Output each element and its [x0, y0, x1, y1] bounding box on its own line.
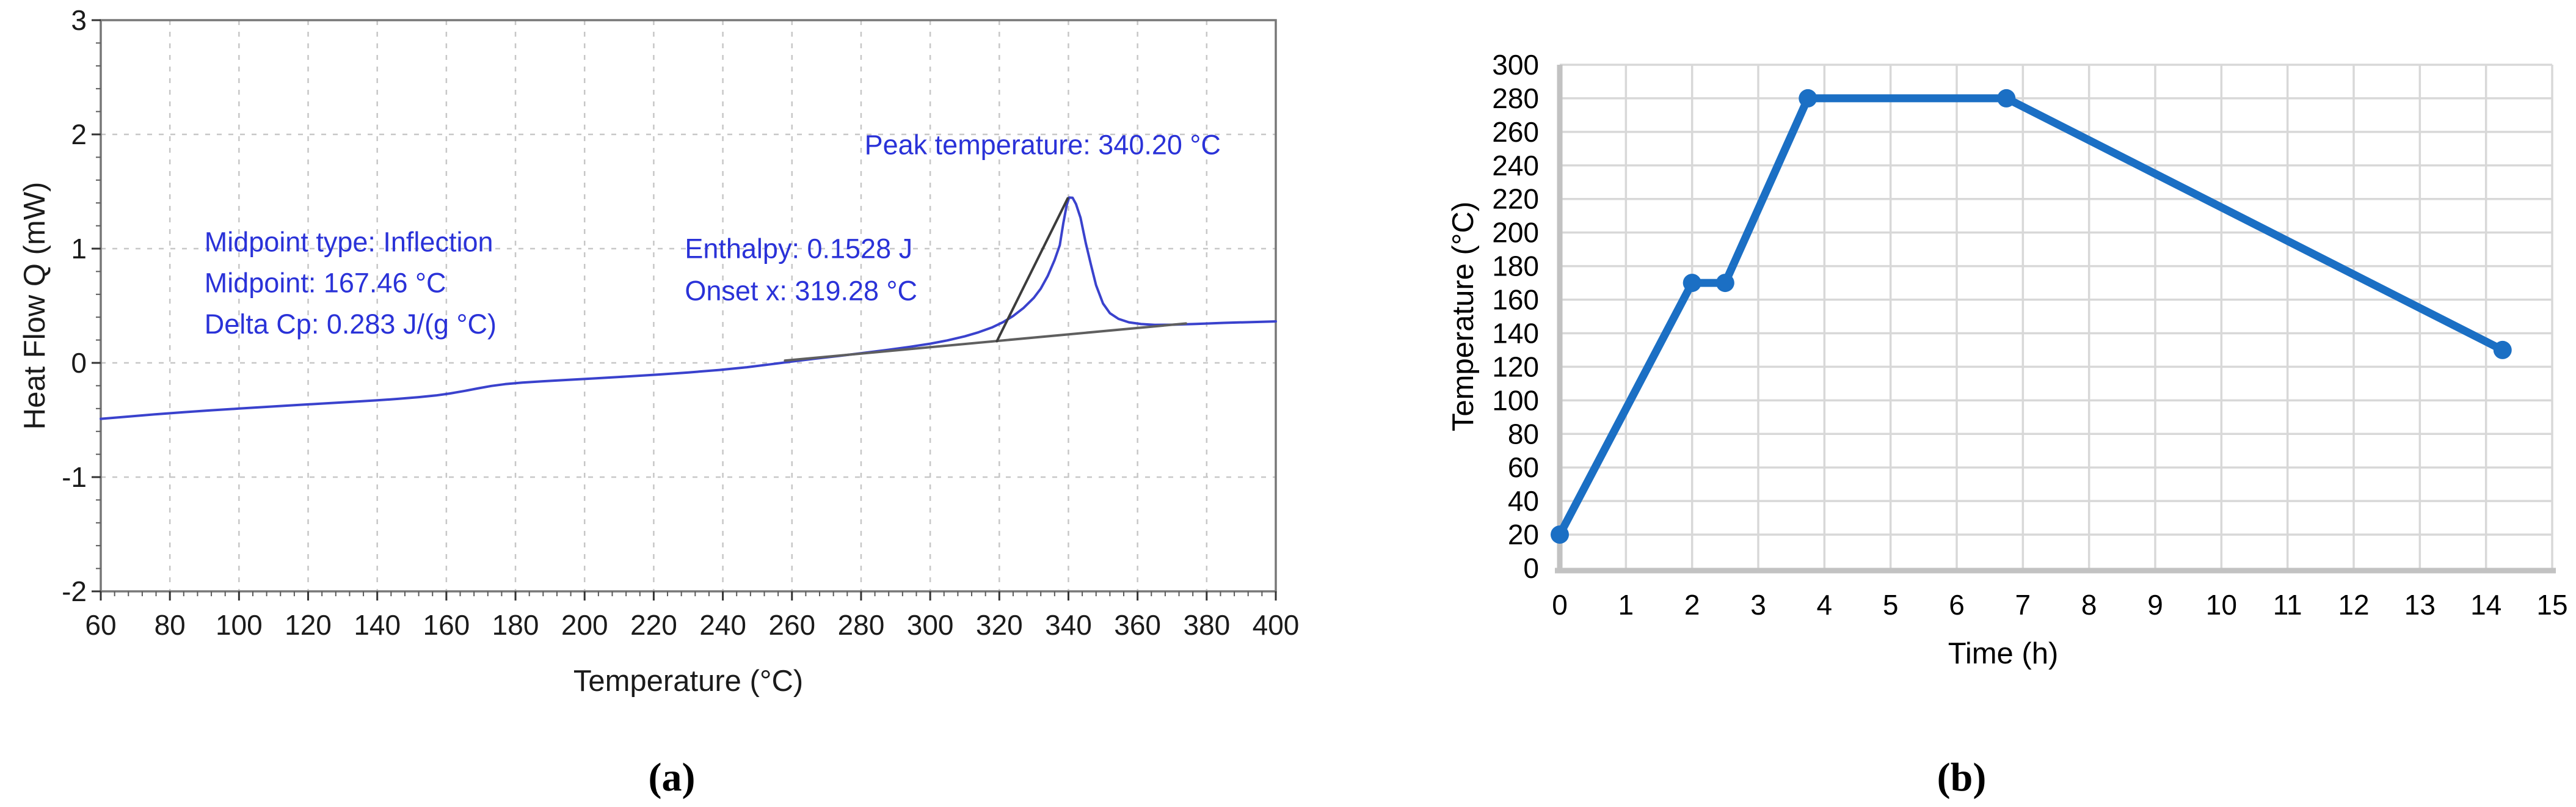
svg-text:3: 3 [1750, 589, 1766, 621]
annotation-midpoint: Midpoint: 167.46 °C [205, 268, 446, 299]
svg-text:240: 240 [699, 609, 746, 641]
annotation-onset: Onset x: 319.28 °C [685, 276, 917, 307]
x-axis-title-b: Time (h) [1948, 637, 2059, 670]
gridlines-a [101, 20, 1276, 591]
svg-text:400: 400 [1253, 609, 1300, 641]
svg-text:6: 6 [1949, 589, 1965, 621]
data-point-marker [2493, 340, 2512, 359]
svg-text:11: 11 [2273, 589, 2302, 621]
svg-text:320: 320 [976, 609, 1023, 641]
svg-text:140: 140 [1492, 317, 1539, 349]
svg-text:0: 0 [1552, 589, 1568, 621]
svg-text:8: 8 [2081, 589, 2097, 621]
svg-text:200: 200 [1492, 217, 1539, 249]
dsc-thermogram-chart: 60 80 100 120 140 160 180 200 220 240 260 280 300 320… [18, 4, 1299, 698]
integration-baseline [784, 322, 1187, 362]
svg-text:100: 100 [216, 609, 263, 641]
svg-text:220: 220 [630, 609, 677, 641]
svg-text:1: 1 [71, 233, 87, 265]
svg-text:380: 380 [1183, 609, 1230, 641]
tick-labels-a: 60 80 100 120 140 160 180 200 220 240 260 280 300 320… [62, 4, 1299, 641]
svg-text:3: 3 [71, 4, 87, 36]
svg-text:340: 340 [1045, 609, 1092, 641]
svg-text:300: 300 [907, 609, 954, 641]
data-point-marker [1716, 274, 1734, 293]
svg-text:15: 15 [2536, 589, 2567, 621]
svg-text:0: 0 [1523, 552, 1539, 584]
temperature-program [1555, 94, 2507, 539]
svg-text:2: 2 [1684, 589, 1700, 621]
y-axis-title-a: Heat Flow Q (mW) [18, 182, 51, 430]
x-axis-title-a: Temperature (°C) [573, 665, 803, 698]
svg-text:4: 4 [1817, 589, 1833, 621]
svg-text:60: 60 [1508, 451, 1539, 483]
svg-text:260: 260 [1492, 116, 1539, 148]
svg-text:220: 220 [1492, 183, 1539, 215]
svg-text:60: 60 [85, 609, 116, 641]
caption-b: (b) [1937, 755, 1987, 800]
svg-text:-1: -1 [62, 461, 87, 493]
svg-text:10: 10 [2206, 589, 2237, 621]
svg-text:0: 0 [71, 347, 87, 379]
data-point-marker [1799, 89, 1817, 108]
annotation-midpoint-type: Midpoint type: Inflection [205, 226, 493, 257]
svg-text:14: 14 [2470, 589, 2501, 621]
svg-text:140: 140 [354, 609, 401, 641]
svg-text:180: 180 [1492, 250, 1539, 282]
y-axis-title-b: Temperature (°C) [1447, 202, 1480, 431]
svg-text:2: 2 [71, 119, 87, 150]
data-point-marker [1551, 525, 1569, 544]
svg-text:7: 7 [2015, 589, 2031, 621]
svg-text:300: 300 [1492, 49, 1539, 81]
svg-text:5: 5 [1883, 589, 1899, 621]
axis-ticks-a [92, 19, 1277, 601]
gridlines-b [1560, 64, 2553, 568]
heat-flow-curve [100, 196, 1277, 420]
annotation-peak-temp: Peak temperature: 340.20 °C [865, 129, 1221, 160]
data-point-marker [1683, 274, 1701, 293]
svg-text:9: 9 [2147, 589, 2163, 621]
data-point-markers [1551, 89, 2512, 544]
svg-text:280: 280 [838, 609, 885, 641]
svg-text:160: 160 [423, 609, 470, 641]
svg-text:12: 12 [2338, 589, 2369, 621]
annotation-delta-cp: Delta Cp: 0.283 J/(g °C) [205, 309, 497, 340]
svg-text:1: 1 [1618, 589, 1634, 621]
temperature-profile-chart: 0 1 2 3 4 5 6 7 8 9 10 11 12 13 14 15020406080100120140… [1447, 49, 2568, 670]
svg-text:280: 280 [1492, 82, 1539, 114]
svg-text:-2: -2 [62, 575, 87, 607]
data-point-marker [1997, 89, 2016, 108]
svg-text:80: 80 [155, 609, 186, 641]
svg-text:260: 260 [768, 609, 815, 641]
svg-text:20: 20 [1508, 519, 1539, 550]
svg-text:80: 80 [1508, 418, 1539, 450]
onset-tangent [995, 197, 1069, 343]
plot-border-a [100, 19, 1277, 593]
annotations-a: Midpoint type: Inflection Midpoint: 167.4… [205, 129, 1221, 340]
svg-text:100: 100 [1492, 384, 1539, 416]
svg-text:240: 240 [1492, 150, 1539, 181]
svg-text:160: 160 [1492, 284, 1539, 316]
svg-text:180: 180 [492, 609, 539, 641]
svg-text:200: 200 [561, 609, 608, 641]
annotation-enthalpy: Enthalpy: 0.1528 J [685, 233, 912, 265]
svg-text:13: 13 [2404, 589, 2436, 621]
svg-text:40: 40 [1508, 485, 1539, 517]
caption-a: (a) [648, 755, 696, 800]
svg-text:360: 360 [1114, 609, 1161, 641]
svg-text:120: 120 [1492, 351, 1539, 382]
svg-text:120: 120 [285, 609, 332, 641]
tick-labels-b: 0 1 2 3 4 5 6 7 8 9 10 11 12 13 14 15020406080100120140… [1492, 49, 2567, 621]
